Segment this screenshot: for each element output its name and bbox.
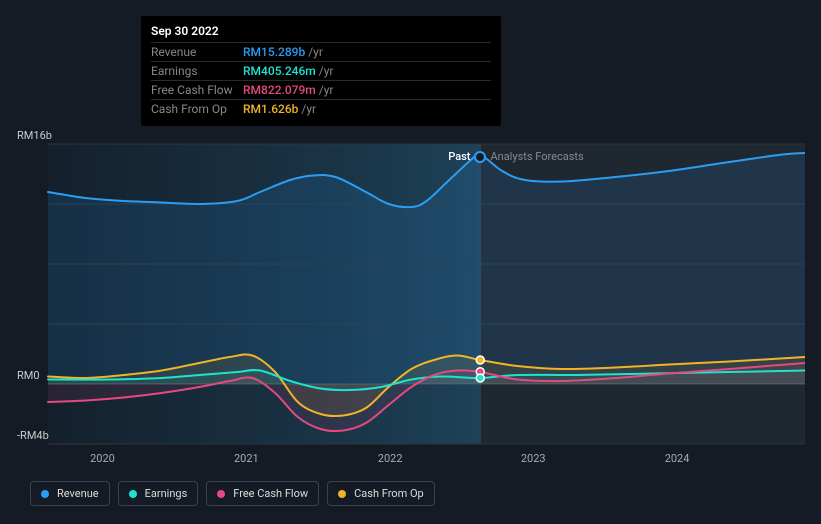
x-axis-label: 2020 (90, 452, 115, 465)
legend-item-revenue[interactable]: Revenue (30, 481, 110, 506)
legend-dot-icon (41, 490, 49, 498)
x-axis-label: 2024 (665, 452, 690, 465)
tooltip-date: Sep 30 2022 (151, 24, 491, 42)
tooltip-row-value: RM822.079m (243, 83, 316, 97)
tooltip-row-value: RM15.289b (243, 45, 305, 59)
legend-item-label: Revenue (57, 487, 99, 500)
financials-chart[interactable]: RM16b RM0 -RM4b 2020 2021 2022 2023 2024 (16, 120, 805, 474)
legend-dot-icon (338, 490, 346, 498)
tooltip-row-unit: /yr (301, 102, 316, 116)
divider-marker (476, 374, 484, 382)
x-axis-label: 2021 (234, 452, 259, 465)
chart-container: RM16bRM0-RM4b20202021202220232024 (16, 120, 805, 444)
legend-item-earnings[interactable]: Earnings (118, 481, 199, 506)
tooltip-row-label: Cash From Op (151, 102, 243, 116)
legend-item-fcf[interactable]: Free Cash Flow (206, 481, 319, 506)
past-forecast-divider-label: Past Analysts Forecasts (448, 150, 583, 163)
tooltip-row-label: Free Cash Flow (151, 83, 243, 97)
tooltip-row-value: RM405.246m (243, 64, 316, 78)
legend-item-label: Earnings (145, 487, 188, 500)
tooltip-row-value: RM1.626b (243, 102, 298, 116)
x-axis-label: 2023 (521, 452, 546, 465)
legend-item-label: Cash From Op (354, 487, 424, 500)
tooltip-row-unit: /yr (308, 45, 323, 59)
legend-item-label: Free Cash Flow (233, 487, 308, 500)
tooltip: Sep 30 2022 RevenueRM15.289b/yrEarningsR… (141, 16, 501, 126)
tooltip-row-label: Earnings (151, 64, 243, 78)
y-axis-label: RM16b (17, 129, 52, 142)
legend-dot-icon (217, 490, 225, 498)
tooltip-row-unit: /yr (319, 64, 334, 78)
tooltip-row: Free Cash FlowRM822.079m/yr (151, 80, 491, 99)
tooltip-row-label: Revenue (151, 45, 243, 59)
y-axis-label: -RM4b (17, 429, 49, 442)
y-axis-label: RM0 (17, 369, 40, 382)
legend: Revenue Earnings Free Cash Flow Cash From O… (30, 481, 435, 506)
tooltip-row: Cash From OpRM1.626b/yr (151, 99, 491, 118)
forecast-label: Analysts Forecasts (490, 150, 583, 163)
x-axis-label: 2022 (378, 452, 403, 465)
divider-dot-icon (474, 151, 486, 163)
legend-dot-icon (129, 490, 137, 498)
past-label: Past (448, 150, 470, 163)
tooltip-row: EarningsRM405.246m/yr (151, 61, 491, 80)
tooltip-row-unit: /yr (319, 83, 334, 97)
tooltip-row: RevenueRM15.289b/yr (151, 42, 491, 61)
divider-marker (476, 356, 484, 364)
legend-item-cfo[interactable]: Cash From Op (327, 481, 435, 506)
